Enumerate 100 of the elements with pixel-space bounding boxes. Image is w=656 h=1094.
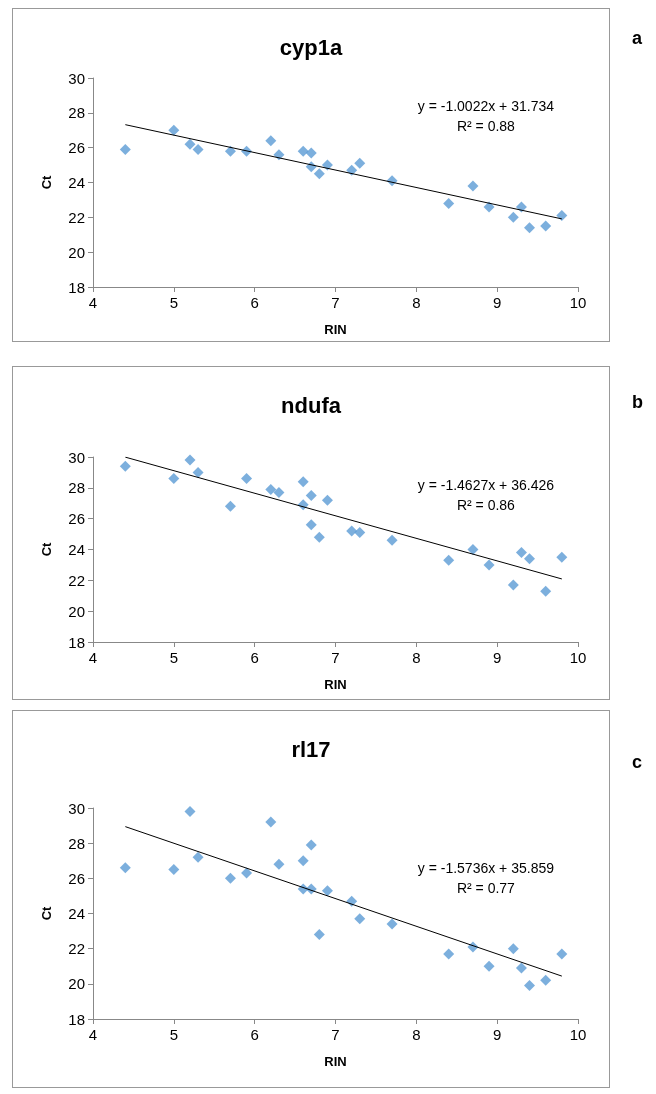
point [297,855,309,867]
point [483,960,495,972]
y-tick-label: 24 [68,541,85,558]
y-tick-label: 22 [68,208,85,226]
point [540,220,552,232]
point [443,948,455,960]
x-tick-label: 4 [88,294,98,311]
x-tick-label: 8 [412,649,421,666]
point [507,943,519,955]
y-tick-label: 26 [68,139,85,157]
point [507,579,519,591]
point [354,527,366,539]
point [305,839,317,851]
y-axis-title: Ct [39,905,54,921]
x-tick-label: 10 [569,1026,587,1043]
point [321,494,333,506]
y-tick-label: 20 [68,243,85,261]
y-tick-label: 26 [68,510,85,528]
annotation: y = -1.0022x + 31.734 [417,98,555,114]
y-tick-label: 24 [68,905,85,922]
point [265,816,277,828]
x-axis-title: RIN [324,322,347,337]
point [483,559,495,571]
x-tick-label: 10 [569,649,587,666]
point [313,929,325,941]
x-tick-label: 6 [250,1026,259,1043]
point [515,201,527,213]
point [224,500,236,512]
point [119,862,131,874]
point [467,544,479,555]
x-tick-label: 7 [331,649,340,666]
point [313,168,325,180]
y-tick-label: 28 [68,834,85,852]
point [224,145,236,157]
point [507,211,519,223]
chart-title: cyp1a [279,34,343,60]
y-tick-label: 24 [68,174,85,191]
point [321,885,333,897]
x-tick-label: 9 [492,1026,502,1043]
text: c [632,752,643,773]
y-tick-label: 22 [68,940,85,958]
x-tick-label: 10 [569,294,587,311]
x-tick-label: 6 [250,649,259,666]
annotation: R² = 0.86 [456,497,516,513]
text: a [632,28,643,49]
annotation: R² = 0.77 [456,880,516,896]
point [241,473,253,485]
x-tick-label: 4 [88,1026,98,1043]
y-tick-label: 26 [68,869,85,887]
x-tick-label: 5 [169,649,179,666]
y-tick-label: 20 [68,975,85,993]
point [168,124,180,136]
y-tick-label: 28 [68,479,85,497]
point [184,454,196,466]
x-tick-label: 8 [412,294,421,311]
text: b [632,392,643,413]
y-tick-label: 28 [68,104,85,122]
x-tick-label: 9 [492,294,502,311]
x-tick-label: 5 [169,1026,179,1043]
point [192,143,204,155]
point [354,913,366,925]
point [515,962,527,974]
point [168,473,180,485]
x-axis-title: RIN [324,1054,347,1069]
point [556,551,568,563]
point [443,197,455,209]
x-tick-label: 7 [331,1026,340,1043]
point [273,486,285,498]
point [297,145,309,157]
annotation: R² = 0.88 [456,118,516,134]
point [119,460,131,472]
point [556,210,568,222]
y-tick-label: 18 [68,633,85,651]
point [346,525,358,537]
point [386,534,398,546]
x-tick-label: 7 [331,294,340,311]
chart-title: rl17 [291,736,331,762]
point [467,180,479,192]
point [184,138,196,150]
point [386,918,398,930]
point [443,554,455,566]
y-tick-label: 18 [68,1010,85,1028]
x-tick-label: 6 [250,294,259,311]
x-tick-label: 8 [412,1026,421,1043]
point [524,980,535,992]
point [192,851,204,863]
point [556,948,568,960]
y-axis-title: Ct [39,174,54,190]
point [515,547,527,559]
point [265,135,277,147]
y-tick-label: 30 [68,448,85,466]
y-tick-label: 20 [68,602,85,620]
point [313,531,325,543]
point [540,585,552,597]
point [168,864,180,876]
point [354,157,366,169]
point [524,222,535,234]
point [540,974,552,986]
annotation: y = -1.4627x + 36.426 [417,477,555,493]
point [524,553,535,565]
